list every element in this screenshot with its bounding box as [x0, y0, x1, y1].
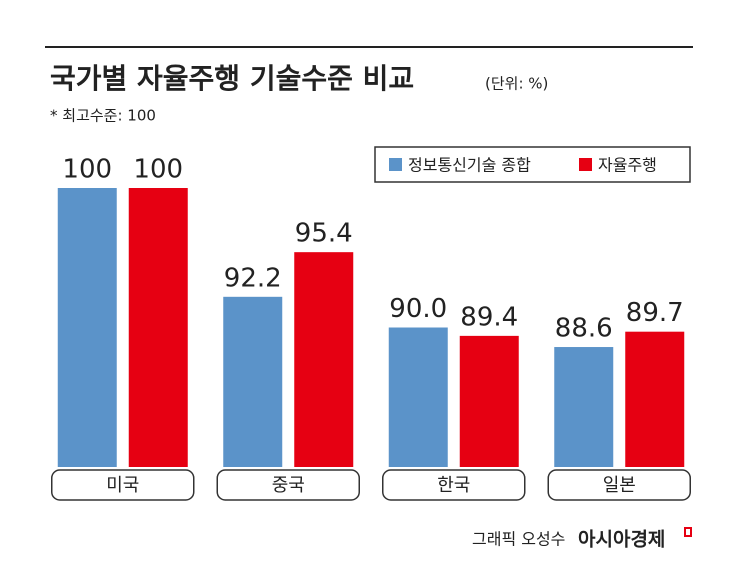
- legend-swatch: [579, 158, 592, 171]
- category-box: [547, 469, 691, 501]
- category-box: [382, 469, 526, 501]
- unit-label: (단위: %): [485, 75, 548, 93]
- value-label: 92.2: [224, 263, 282, 293]
- bar: [554, 347, 614, 467]
- bar: [625, 331, 685, 467]
- bar: [388, 327, 448, 467]
- legend-label: 자율주행: [598, 156, 657, 175]
- credit: 그래픽 오성수: [472, 530, 565, 549]
- legend-box: [374, 146, 691, 183]
- bar: [294, 252, 354, 467]
- value-label: 90.0: [389, 294, 447, 324]
- value-label: 100: [62, 155, 112, 185]
- x-tick-label: 일본: [603, 475, 636, 496]
- x-tick-label: 한국: [437, 475, 470, 496]
- bar: [128, 188, 188, 467]
- source: 아시아경제: [578, 529, 665, 551]
- logo-mark: [684, 527, 692, 537]
- chart-title: 국가별 자율주행 기술수준 비교: [50, 62, 414, 95]
- bar: [223, 296, 283, 467]
- legend-label: 정보통신기술 종합: [408, 156, 531, 175]
- bar: [459, 335, 519, 467]
- note: * 최고수준: 100: [50, 107, 156, 125]
- bar: [57, 188, 117, 467]
- value-label: 89.7: [626, 298, 684, 328]
- value-label: 89.4: [460, 302, 518, 332]
- legend-swatch: [389, 158, 402, 171]
- value-label: 100: [133, 155, 183, 185]
- value-label: 95.4: [295, 219, 353, 249]
- x-tick-label: 중국: [272, 475, 305, 496]
- category-box: [51, 469, 195, 501]
- category-box: [216, 469, 360, 501]
- x-tick-label: 미국: [106, 475, 139, 496]
- value-label: 88.6: [555, 314, 613, 344]
